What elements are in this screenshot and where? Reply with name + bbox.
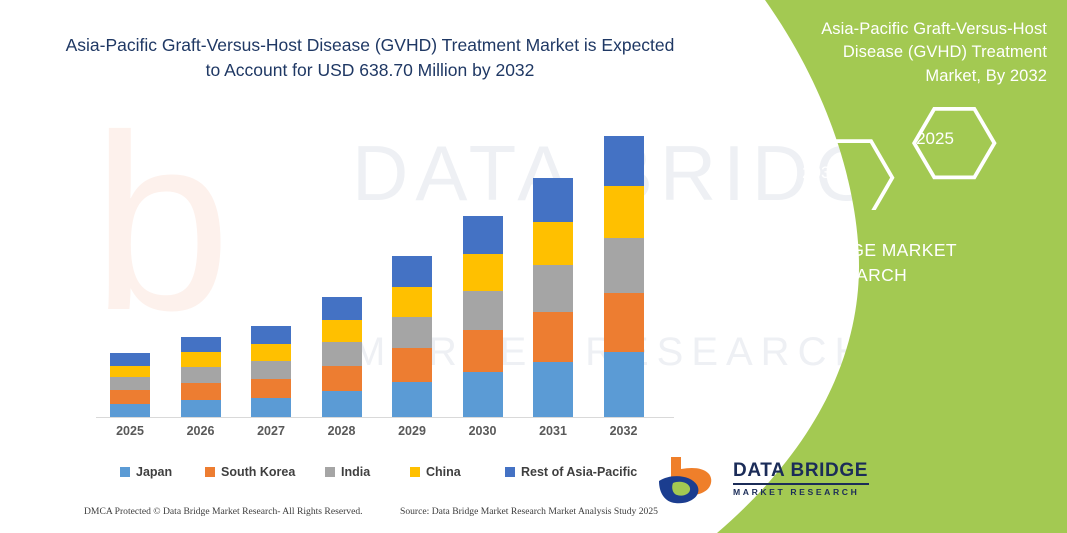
bar-2026[interactable] [180,337,221,418]
segment-japan-2029[interactable] [392,382,432,418]
segment-india-2032[interactable] [603,238,644,293]
footer-copyright: DMCA Protected © Data Bridge Market Rese… [84,506,363,517]
bar-2027[interactable] [251,326,291,418]
legend-swatch-icon [120,467,130,477]
segment-south-korea-2026[interactable] [180,383,221,400]
x-label-2027: 2027 [257,424,285,438]
x-label-2032: 2032 [609,424,638,438]
legend-swatch-icon [325,467,335,477]
x-label-2030: 2030 [468,424,497,438]
x-label-2029: 2029 [398,424,426,438]
segment-india-2025[interactable] [110,377,150,390]
footer: DMCA Protected © Data Bridge Market Rese… [0,506,740,528]
x-axis-labels: 2025 2026 2027 2028 2029 2030 2031 2032 [96,424,684,446]
segment-japan-2027[interactable] [251,398,291,418]
segment-japan-2030[interactable] [462,372,503,418]
segment-india-2026[interactable] [180,367,221,383]
segment-rest-of-asia-pacific-2029[interactable] [392,256,432,287]
segment-rest-of-asia-pacific-2028[interactable] [321,297,362,320]
bar-2025[interactable] [110,353,150,418]
chart-legend: Japan South Korea India China Rest of Asia-P… [120,465,680,485]
segment-japan-2031[interactable] [533,362,573,418]
watermark-mark: b [92,83,232,362]
x-label-2031: 2031 [539,424,567,438]
segment-south-korea-2025[interactable] [110,390,150,404]
segment-japan-2025[interactable] [110,404,150,418]
segment-china-2025[interactable] [110,366,150,377]
green-panel [647,0,1067,533]
bar-2030[interactable] [462,216,503,418]
segment-rest-of-asia-pacific-2032[interactable] [603,136,644,186]
stacked-bar-plot [96,110,684,418]
segment-china-2028[interactable] [321,320,362,342]
segment-china-2027[interactable] [251,344,291,361]
legend-swatch-icon [205,467,215,477]
legend-swatch-icon [505,467,515,477]
segment-south-korea-2027[interactable] [251,379,291,398]
segment-south-korea-2028[interactable] [321,366,362,391]
segment-india-2028[interactable] [321,342,362,366]
footer-source: Source: Data Bridge Market Research Mark… [400,506,658,517]
bar-2028[interactable] [321,297,362,418]
page-title: Asia-Pacific Graft-Versus-Host Disease (… [65,35,675,81]
legend-item-rest-of-asia-pacific[interactable]: Rest of Asia-Pacific [505,465,637,479]
segment-south-korea-2032[interactable] [603,293,644,352]
segment-japan-2032[interactable] [603,352,644,418]
segment-south-korea-2031[interactable] [533,312,573,362]
segment-rest-of-asia-pacific-2030[interactable] [462,216,503,254]
segment-japan-2026[interactable] [180,400,221,418]
segment-south-korea-2030[interactable] [462,330,503,372]
segment-rest-of-asia-pacific-2027[interactable] [251,326,291,344]
legend-label: Japan [136,465,173,479]
segment-china-2031[interactable] [533,222,573,265]
legend-swatch-icon [410,467,420,477]
segment-rest-of-asia-pacific-2026[interactable] [180,337,221,352]
legend-item-japan[interactable]: Japan [120,465,172,479]
segment-rest-of-asia-pacific-2031[interactable] [533,178,573,222]
segment-japan-2028[interactable] [321,391,362,418]
legend-label: Rest of Asia-Pacific [521,465,638,479]
segment-rest-of-asia-pacific-2025[interactable] [110,353,150,366]
legend-label: South Korea [221,465,296,479]
segment-south-korea-2029[interactable] [392,348,432,382]
x-label-2025: 2025 [116,424,144,438]
bar-2032[interactable] [603,136,644,418]
segment-india-2027[interactable] [251,361,291,379]
legend-item-south-korea[interactable]: South Korea [205,465,295,479]
legend-label: China [426,465,461,479]
legend-item-china[interactable]: China [410,465,461,479]
segment-china-2030[interactable] [462,254,503,291]
segment-india-2030[interactable] [462,291,503,330]
x-label-2028: 2028 [327,424,356,438]
segment-china-2032[interactable] [603,186,644,238]
chart-area: b DATA BRIDGE MARKET RESEARCH Asia-Pacif… [0,35,935,528]
legend-item-india[interactable]: India [325,465,370,479]
x-axis-line [96,417,674,418]
bar-2031[interactable] [533,178,573,418]
x-label-2026: 2026 [186,424,215,438]
legend-label: India [341,465,371,479]
segment-india-2029[interactable] [392,317,432,348]
segment-china-2026[interactable] [180,352,221,367]
segment-india-2031[interactable] [533,265,573,312]
bar-2029[interactable] [392,256,432,418]
segment-china-2029[interactable] [392,287,432,317]
